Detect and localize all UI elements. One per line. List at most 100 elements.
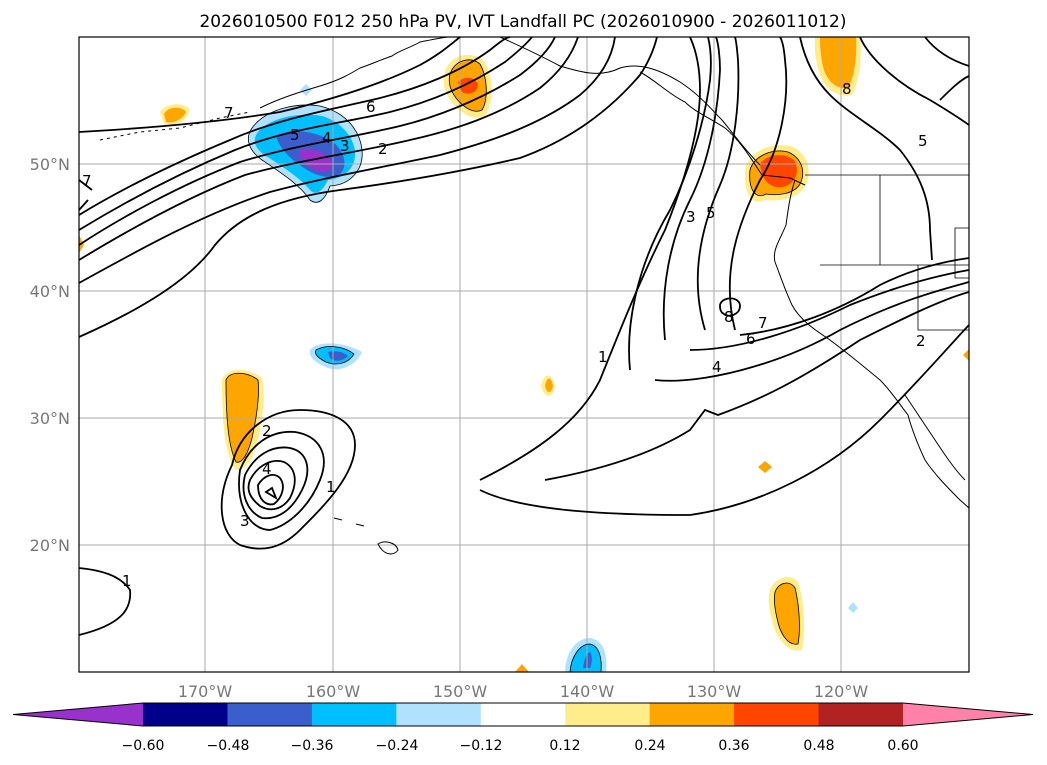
coast-alaska [259,36,761,166]
outline-pos-south-east [774,582,800,645]
pos-anomaly-small-6 [963,349,969,361]
coast-us-borders [805,174,970,331]
coast-bc [639,71,806,186]
contour-trough-1 [479,36,701,481]
contour-jet-1 [78,36,461,133]
lon-label-140w: 140°W [560,682,615,701]
contour-west-edge [78,179,93,211]
contour-east-3 [924,36,970,67]
colorbar-cell [311,703,397,726]
contour-trough-7 [689,269,970,351]
contour-label-4-subtropical: 4 [262,460,272,478]
colorbar-tick-label: 0.48 [803,738,834,754]
contour-jet-3 [78,36,533,231]
colorbar-tick-label: 0.36 [718,738,749,754]
pos-anomaly-small-4 [515,664,529,672]
contour-trough-2 [479,324,970,516]
contour-label-4: 4 [322,129,332,147]
colorbar-cells [12,702,1034,727]
contour-label-3-subtropical: 3 [240,512,250,530]
outline-neg-north [247,104,363,203]
colorbar-tick-label: 0.12 [549,738,580,754]
coast-west-us [773,179,970,509]
colorbar-tick-label: −0.12 [460,738,503,754]
contour-trough-10 [728,36,788,331]
colorbar-cell [143,703,228,726]
pos-anomaly-small-1-core [545,378,553,392]
contour-southwest [78,567,132,636]
contour-label-6: 6 [366,98,376,116]
contour-label-2-east: 2 [916,332,926,350]
lon-label-120w: 120°W [814,682,869,701]
contour-subtropical-1 [220,409,356,550]
contour-label-1-southwest: 1 [122,572,132,590]
contour-label-3: 3 [340,137,350,155]
contour-subtropical-5 [257,474,284,506]
contour-label-3-trough: 3 [686,208,696,226]
colorbar-extend-high [903,703,1033,726]
contour-label-5: 5 [290,126,300,144]
outline-neg-central [315,346,355,365]
contour-subtropical-peak [264,486,278,501]
contour-label-2: 2 [378,140,388,158]
contour-label-6-trough: 6 [746,330,756,348]
colorbar-cell [734,703,820,726]
colorbar-tick-labels: −0.60 −0.48 −0.36 −0.24 −0.12 0.12 0.24 … [122,738,919,754]
lat-label-40n: 40°N [30,282,70,301]
colorbar-tick-label: −0.60 [122,738,165,754]
lat-label-50n: 50°N [30,155,70,174]
outline-neg-south [569,643,602,673]
contour-label-2-subtropical: 2 [262,422,272,440]
colorbar-cell [818,703,904,726]
pos-anomaly-small-2 [758,461,772,473]
colorbar-cell [649,703,735,726]
contour-label-7-trough: 7 [758,314,768,332]
map-panel: 7 6 5 4 3 2 1 2 4 3 1 1 3 5 7 6 4 8 5 2 … [78,36,970,673]
pos-anomaly-canada-core [820,37,857,89]
contour-jet-2 [78,36,511,216]
contour-label-1-trough: 1 [598,348,608,366]
contour-trough-3 [544,291,970,481]
contour-trough-6 [662,36,721,341]
contour-trough-9 [739,257,970,336]
lon-label-160w: 160°W [306,682,361,701]
contour-label-7-west: 7 [82,172,92,190]
pos-anomaly-small-3-core [164,107,186,123]
contour-trough-5 [654,281,970,382]
figure-title: 2026010500 F012 250 hPa PV, IVT Landfall… [199,12,846,32]
contour-jet-6 [78,36,616,284]
contour-label-8-north: 8 [842,80,852,98]
colorbar-outline [12,702,1034,727]
pos-anomaly-south-east-core [774,583,800,645]
colorbar-tick-label: −0.24 [376,738,419,754]
contour-east-4 [939,75,970,101]
contour-labels: 7 6 5 4 3 2 1 2 4 3 1 1 3 5 7 6 4 8 5 2 … [82,80,928,590]
colorbar-tick-label: −0.36 [291,738,334,754]
contour-trough-4 [628,36,712,371]
colorbar-cell [565,703,651,726]
latitude-labels: 50°N 40°N 30°N 20°N [30,155,70,555]
contour-subtropical-4 [247,460,296,511]
lat-label-20n: 20°N [30,536,70,555]
neg-anomaly-dot-1 [848,602,858,613]
longitude-labels: 170°W 160°W 150°W 140°W 130°W 120°W [178,682,869,701]
lat-label-30n: 30°N [30,409,70,428]
contour-jet-4 [78,36,556,246]
colorbar-extend-low [13,703,143,726]
colorbar-cell [480,703,566,726]
colorbar-tick-label: −0.48 [207,738,250,754]
colorbar-tick-label: 0.60 [887,738,918,754]
colorbar-tick-label: 0.24 [634,738,665,754]
colorbar: −0.60 −0.48 −0.36 −0.24 −0.12 0.12 0.24 … [12,702,1034,754]
coast-baja [904,394,966,481]
coastlines [99,36,970,555]
colorbar-cell [396,703,482,726]
contour-label-8-trough: 8 [724,308,734,326]
contour-label-5-trough: 5 [706,204,716,222]
contour-label-1-subtropical: 1 [326,478,336,496]
contour-jet-5 [78,36,579,261]
contour-jet-7 [78,36,658,338]
lon-label-170w: 170°W [178,682,233,701]
contour-subtropical-2 [238,431,325,531]
